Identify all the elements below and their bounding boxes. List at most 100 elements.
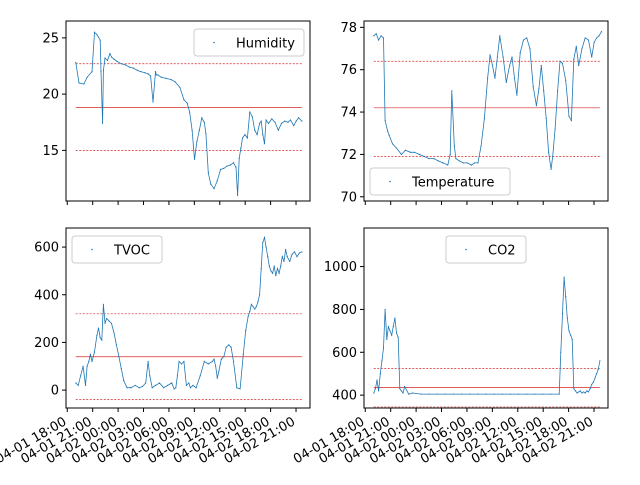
data-point <box>147 73 149 75</box>
y-tick-label: 20 <box>42 88 59 103</box>
data-point <box>249 111 251 113</box>
data-point <box>218 370 220 372</box>
data-point <box>388 134 390 136</box>
data-point <box>140 71 142 73</box>
data-point <box>565 79 567 81</box>
data-point <box>550 393 552 395</box>
data-point <box>199 375 201 377</box>
data-point <box>404 149 407 151</box>
data-point <box>543 90 545 92</box>
data-point <box>287 121 289 123</box>
data-point <box>535 105 538 107</box>
data-point <box>93 351 96 353</box>
data-point <box>559 60 561 62</box>
data-point <box>99 39 101 41</box>
data-point <box>104 57 106 59</box>
data-point <box>532 86 534 88</box>
data-point <box>158 382 161 384</box>
data-point <box>461 393 463 395</box>
data-point <box>284 120 286 122</box>
data-point <box>558 393 560 395</box>
data-point <box>216 180 218 182</box>
data-point <box>86 365 88 367</box>
data-point <box>587 391 590 393</box>
data-point <box>211 360 213 363</box>
data-point <box>160 76 162 78</box>
y-tick-label: 76 <box>340 63 357 78</box>
data-point <box>418 153 420 156</box>
data-point <box>246 137 248 139</box>
data-point <box>154 384 157 386</box>
legend-box <box>369 167 511 196</box>
data-point <box>110 322 113 324</box>
data-point <box>149 75 152 77</box>
data-point <box>144 72 146 74</box>
data-point <box>258 294 261 296</box>
data-point <box>104 322 106 324</box>
data-point <box>258 122 261 124</box>
data-point <box>84 384 87 386</box>
data-point <box>587 39 590 41</box>
data-point <box>192 384 194 386</box>
data-point <box>130 387 132 389</box>
data-point <box>165 77 167 79</box>
data-point <box>576 392 578 394</box>
data-point <box>428 393 430 395</box>
y-tick-label: 600 <box>34 241 59 256</box>
data-point <box>185 384 187 386</box>
legend-marker <box>91 248 93 251</box>
data-point <box>593 41 595 43</box>
data-point <box>571 338 573 341</box>
data-point <box>201 117 203 119</box>
data-point <box>213 188 215 190</box>
data-point <box>499 35 501 37</box>
data-point <box>152 101 154 103</box>
data-point <box>189 387 192 389</box>
data-point <box>100 71 102 73</box>
legend-label: CO2 <box>488 244 516 259</box>
data-point <box>399 388 401 390</box>
data-point <box>378 39 380 41</box>
data-point <box>392 325 394 328</box>
data-point <box>391 334 393 336</box>
data-point <box>469 393 471 395</box>
data-point <box>291 253 293 255</box>
data-point <box>522 39 525 41</box>
data-point <box>394 317 396 319</box>
data-point <box>451 90 453 92</box>
data-point <box>298 117 300 119</box>
data-point <box>203 121 205 123</box>
data-point <box>176 375 179 377</box>
data-point <box>584 392 586 394</box>
data-point <box>395 332 398 334</box>
data-point <box>534 393 536 395</box>
data-point <box>598 35 600 37</box>
data-point <box>565 295 567 298</box>
data-point <box>529 47 531 50</box>
data-point <box>149 375 151 377</box>
data-point <box>274 121 276 123</box>
data-point <box>225 346 227 348</box>
data-point <box>560 351 562 353</box>
subplot-humidity: 15 20 25 Humidity <box>42 20 311 205</box>
data-point <box>163 387 165 389</box>
data-point <box>115 344 118 346</box>
data-point <box>77 384 79 386</box>
data-point <box>542 393 544 395</box>
data-point <box>147 360 149 363</box>
data-point <box>374 388 376 390</box>
data-point <box>376 379 378 381</box>
data-point <box>477 162 479 164</box>
data-point <box>578 64 580 67</box>
data-point <box>216 377 218 379</box>
data-point <box>373 35 375 37</box>
data-point <box>402 392 404 394</box>
data-point <box>581 392 583 394</box>
data-point <box>265 119 267 121</box>
data-point <box>203 360 205 363</box>
data-point <box>436 393 438 395</box>
data-point <box>409 151 411 153</box>
data-point <box>223 167 225 169</box>
